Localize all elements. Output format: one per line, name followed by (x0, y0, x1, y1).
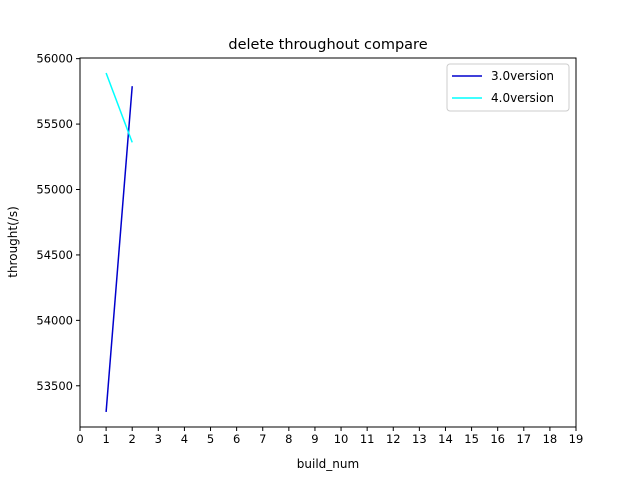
x-tick-label: 14 (438, 432, 453, 446)
x-tick-label: 13 (412, 432, 427, 446)
x-tick-label: 3 (155, 432, 162, 446)
x-tick-label: 10 (334, 432, 349, 446)
x-tick-label: 11 (360, 432, 375, 446)
legend-label-2: 4.0version (491, 91, 554, 105)
x-tick-label: 0 (76, 432, 83, 446)
series-line-1 (105, 86, 133, 413)
x-tick-label: 12 (386, 432, 401, 446)
x-tick-label: 15 (464, 432, 479, 446)
y-axis-ticks: 53500 54000 54500 55000 55500 56000 (36, 52, 80, 393)
y-tick-label: 54500 (36, 248, 73, 262)
x-tick-label: 9 (311, 432, 318, 446)
plot-lines (105, 72, 133, 413)
x-tick-label: 6 (233, 432, 240, 446)
plot-frame (79, 57, 577, 428)
x-tick-label: 18 (543, 432, 558, 446)
x-axis-label: build_num (297, 457, 359, 471)
y-axis-label: throught(/s) (6, 206, 20, 278)
chart-title: delete throughout compare (228, 37, 427, 53)
y-tick-label: 55000 (36, 183, 73, 197)
legend: 3.0version 4.0version (446, 63, 570, 112)
x-tick-label: 4 (181, 432, 188, 446)
x-tick-label: 7 (259, 432, 266, 446)
y-tick-label: 56000 (36, 52, 73, 66)
x-tick-label: 1 (102, 432, 109, 446)
x-tick-label: 19 (569, 432, 584, 446)
x-tick-label: 5 (207, 432, 214, 446)
x-tick-label: 2 (129, 432, 136, 446)
x-tick-label: 8 (285, 432, 292, 446)
x-tick-label: 17 (516, 432, 531, 446)
y-tick-label: 53500 (36, 379, 73, 393)
x-axis-ticks: 0 1 2 3 4 5 6 7 8 9 10 11 12 13 14 15 16 17 18 19 (76, 427, 583, 446)
x-tick-label: 16 (490, 432, 505, 446)
y-tick-label: 54000 (36, 313, 73, 327)
series-line-2 (105, 72, 133, 143)
legend-label-1: 3.0version (491, 69, 554, 83)
y-tick-label: 55500 (36, 117, 73, 131)
